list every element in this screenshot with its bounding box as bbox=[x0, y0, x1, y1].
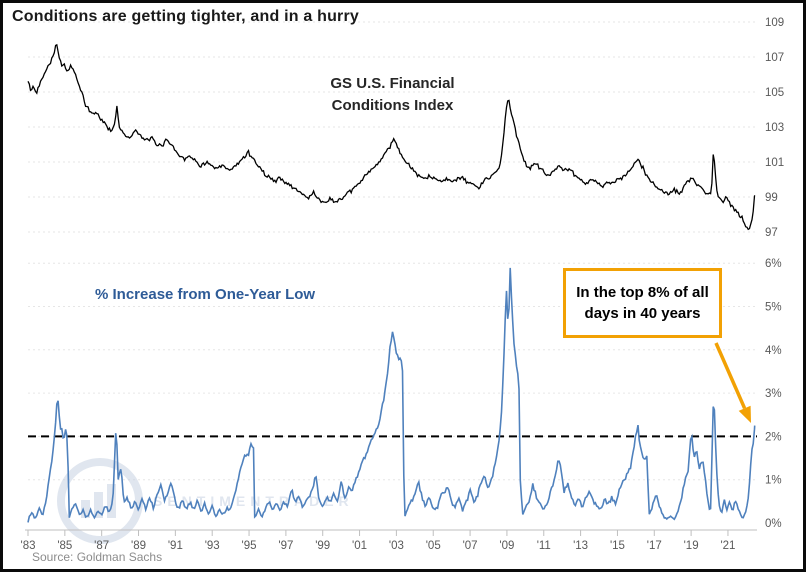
x-tick-label: '85 bbox=[57, 540, 72, 552]
x-tick-label: '87 bbox=[94, 540, 109, 552]
y-tick-label-top: 97 bbox=[765, 227, 778, 239]
y-tick-label-top: 109 bbox=[765, 17, 784, 29]
watermark-logo-icon: SENTIMENTRADER bbox=[57, 458, 354, 544]
y-tick-label-top: 103 bbox=[765, 122, 784, 134]
y-tick-label-bottom: 3% bbox=[765, 388, 782, 400]
series-bottom-pct-line bbox=[27, 267, 756, 523]
x-tick-label: '97 bbox=[278, 540, 293, 552]
y-tick-label-bottom: 5% bbox=[765, 302, 782, 314]
y-tick-label-bottom: 4% bbox=[765, 345, 782, 357]
y-tick-label-top: 107 bbox=[765, 52, 784, 64]
watermark-text: SENTIMENTRADER bbox=[153, 493, 354, 509]
annotation-callout: In the top 8% of all days in 40 years bbox=[563, 268, 722, 338]
x-tick-label: '83 bbox=[21, 540, 36, 552]
chart-canvas: 109 107 105 103 101 99 97 6% 5% 4% 3% 2% 1% 0% SENTIME… bbox=[21, 17, 785, 552]
series-top-fci-line bbox=[27, 43, 756, 231]
x-tick-label: '91 bbox=[168, 540, 183, 552]
y-tick-label-bottom: 2% bbox=[765, 431, 782, 443]
x-tick-label: '93 bbox=[205, 540, 220, 552]
x-tick-label: '11 bbox=[537, 540, 551, 552]
y-tick-label-top: 101 bbox=[765, 157, 784, 169]
x-tick-label: '07 bbox=[463, 540, 478, 552]
source-credit: Source: Goldman Sachs bbox=[32, 550, 163, 564]
x-tick-label: '05 bbox=[426, 540, 441, 552]
x-tick-label: '15 bbox=[610, 540, 625, 552]
x-tick-label: '89 bbox=[131, 540, 146, 552]
top-series-label: GS U.S. Financial Conditions Index bbox=[330, 75, 455, 114]
y-tick-label-bottom: 1% bbox=[765, 475, 782, 487]
x-tick-label: '13 bbox=[573, 540, 588, 552]
y-tick-label-top: 99 bbox=[765, 192, 778, 204]
y-tick-label-bottom: 6% bbox=[765, 258, 782, 270]
page-title: Conditions are getting tighter, and in a… bbox=[12, 8, 359, 25]
x-tick-label: '17 bbox=[647, 540, 662, 552]
x-tick-label: '21 bbox=[720, 540, 735, 552]
y-tick-label-top: 105 bbox=[765, 87, 784, 99]
x-tick-label: '03 bbox=[389, 540, 404, 552]
x-tick-label: '19 bbox=[684, 540, 699, 552]
x-tick-label: '99 bbox=[315, 540, 330, 552]
x-tick-label: '01 bbox=[352, 540, 367, 552]
x-tick-label: '95 bbox=[242, 540, 257, 552]
bottom-series-label: % Increase from One-Year Low bbox=[95, 286, 316, 303]
annotation-arrow-icon bbox=[714, 342, 751, 423]
y-tick-label-bottom: 0% bbox=[765, 518, 782, 530]
x-tick-label: '09 bbox=[499, 540, 514, 552]
